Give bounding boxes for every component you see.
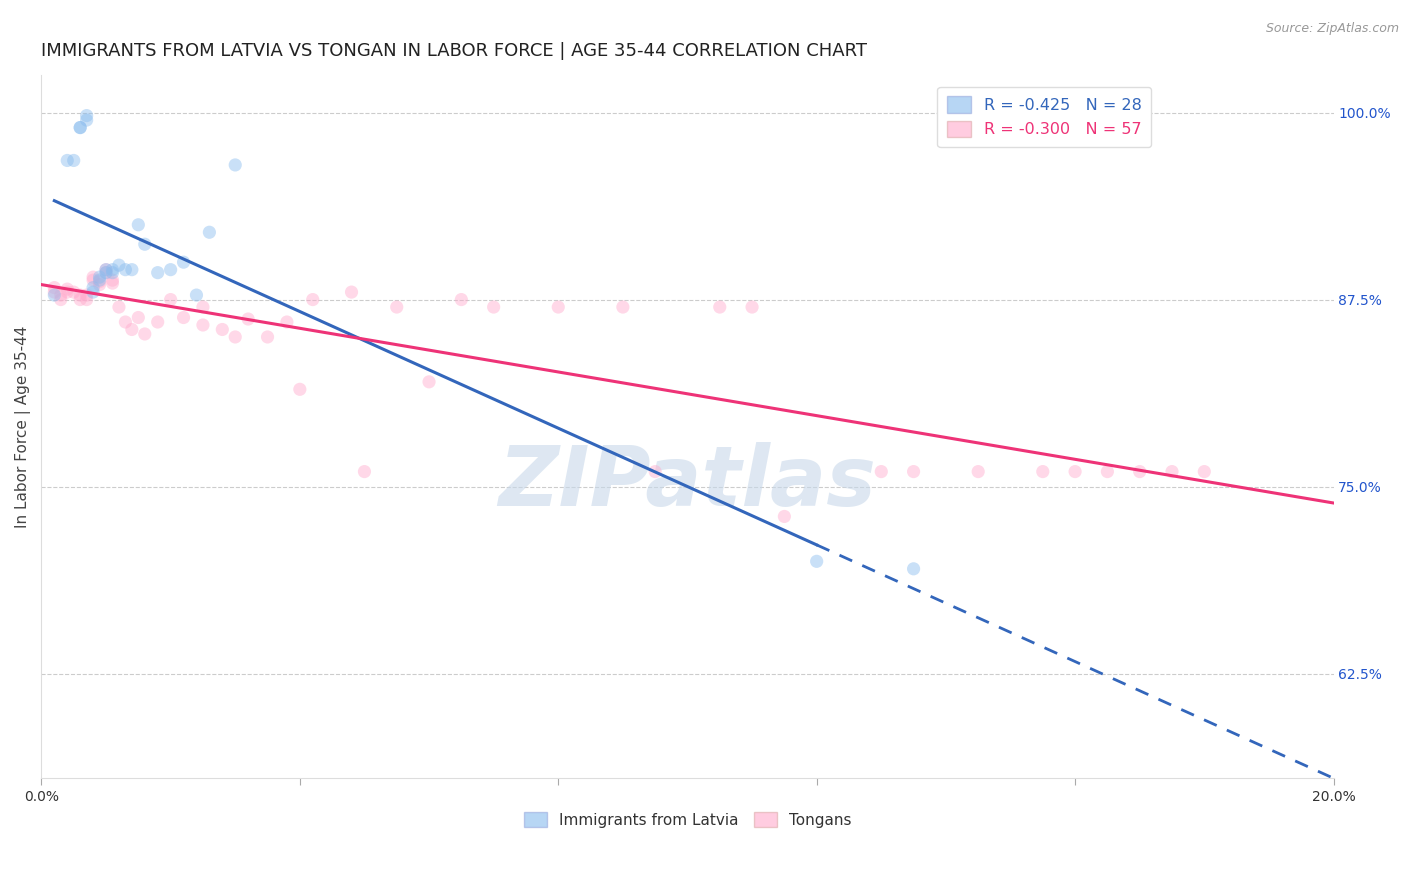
Point <box>644 465 666 479</box>
Point <box>69 293 91 307</box>
Point <box>62 285 84 299</box>
Point <box>82 273 104 287</box>
Point <box>224 158 246 172</box>
Point <box>108 258 131 272</box>
Point <box>870 465 893 479</box>
Point <box>146 266 169 280</box>
Point <box>114 315 136 329</box>
Legend: Immigrants from Latvia, Tongans: Immigrants from Latvia, Tongans <box>517 805 858 834</box>
Point <box>1194 465 1216 479</box>
Point <box>1097 465 1119 479</box>
Point <box>198 225 221 239</box>
Point <box>173 310 195 325</box>
Point <box>127 310 149 325</box>
Point <box>94 266 117 280</box>
Point <box>709 300 731 314</box>
Point <box>121 262 143 277</box>
Point <box>101 273 124 287</box>
Point <box>82 285 104 299</box>
Point <box>82 270 104 285</box>
Text: Source: ZipAtlas.com: Source: ZipAtlas.com <box>1265 22 1399 36</box>
Point <box>211 322 233 336</box>
Point <box>62 153 84 168</box>
Point <box>127 218 149 232</box>
Point <box>108 300 131 314</box>
Point <box>134 326 156 341</box>
Point <box>385 300 408 314</box>
Point <box>773 509 796 524</box>
Point <box>94 262 117 277</box>
Point <box>89 273 111 287</box>
Point <box>69 288 91 302</box>
Y-axis label: In Labor Force | Age 35-44: In Labor Force | Age 35-44 <box>15 326 31 528</box>
Point <box>256 330 278 344</box>
Point <box>89 275 111 289</box>
Point <box>101 262 124 277</box>
Point <box>191 318 214 332</box>
Point <box>49 288 72 302</box>
Point <box>114 262 136 277</box>
Point <box>89 277 111 292</box>
Point <box>288 382 311 396</box>
Point <box>903 562 925 576</box>
Point <box>69 120 91 135</box>
Point <box>82 280 104 294</box>
Point <box>76 288 98 302</box>
Point <box>121 322 143 336</box>
Point <box>191 300 214 314</box>
Point <box>301 293 323 307</box>
Point <box>967 465 990 479</box>
Point <box>146 315 169 329</box>
Point <box>56 282 79 296</box>
Point <box>76 293 98 307</box>
Point <box>353 465 375 479</box>
Point <box>741 300 763 314</box>
Point <box>547 300 569 314</box>
Point <box>101 266 124 280</box>
Point <box>418 375 440 389</box>
Point <box>276 315 298 329</box>
Point <box>1129 465 1152 479</box>
Point <box>44 285 66 299</box>
Point <box>482 300 505 314</box>
Text: IMMIGRANTS FROM LATVIA VS TONGAN IN LABOR FORCE | AGE 35-44 CORRELATION CHART: IMMIGRANTS FROM LATVIA VS TONGAN IN LABO… <box>41 42 868 60</box>
Point <box>94 266 117 280</box>
Point <box>76 113 98 128</box>
Point <box>101 276 124 290</box>
Point <box>903 465 925 479</box>
Point <box>94 262 117 277</box>
Point <box>173 255 195 269</box>
Point <box>224 330 246 344</box>
Point <box>56 285 79 299</box>
Point <box>450 293 472 307</box>
Point <box>186 288 208 302</box>
Point <box>56 153 79 168</box>
Point <box>134 237 156 252</box>
Point <box>44 288 66 302</box>
Point <box>236 312 259 326</box>
Point <box>44 280 66 294</box>
Point <box>69 120 91 135</box>
Point <box>612 300 634 314</box>
Point <box>1161 465 1184 479</box>
Point <box>159 262 181 277</box>
Point <box>806 554 828 568</box>
Point <box>1064 465 1087 479</box>
Text: ZIPatlas: ZIPatlas <box>499 442 876 524</box>
Point <box>1032 465 1054 479</box>
Point <box>76 109 98 123</box>
Point <box>89 270 111 285</box>
Point <box>340 285 363 299</box>
Point <box>159 293 181 307</box>
Point <box>49 293 72 307</box>
